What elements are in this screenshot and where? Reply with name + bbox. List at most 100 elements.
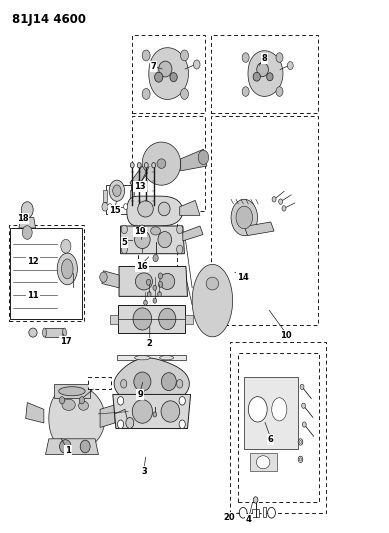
Ellipse shape bbox=[267, 73, 273, 80]
Circle shape bbox=[179, 420, 185, 429]
Ellipse shape bbox=[134, 372, 151, 391]
Ellipse shape bbox=[256, 456, 270, 469]
Circle shape bbox=[139, 233, 145, 240]
Polygon shape bbox=[117, 355, 186, 360]
Circle shape bbox=[298, 456, 303, 463]
Ellipse shape bbox=[29, 328, 37, 337]
Text: 4: 4 bbox=[246, 515, 252, 524]
Bar bbox=[250, 453, 277, 471]
Circle shape bbox=[236, 206, 252, 229]
Circle shape bbox=[102, 203, 108, 211]
Text: 1: 1 bbox=[65, 446, 71, 455]
Ellipse shape bbox=[138, 201, 153, 217]
Ellipse shape bbox=[272, 398, 287, 421]
Circle shape bbox=[79, 397, 84, 404]
Bar bbox=[130, 190, 135, 201]
Text: 11: 11 bbox=[27, 292, 39, 300]
Ellipse shape bbox=[151, 227, 161, 235]
Text: 17: 17 bbox=[60, 337, 72, 345]
Polygon shape bbox=[114, 358, 189, 410]
Circle shape bbox=[282, 206, 286, 211]
Ellipse shape bbox=[154, 72, 163, 82]
Circle shape bbox=[298, 439, 303, 445]
Polygon shape bbox=[149, 47, 188, 100]
Polygon shape bbox=[142, 142, 180, 185]
Polygon shape bbox=[192, 264, 233, 337]
Ellipse shape bbox=[135, 273, 152, 290]
Ellipse shape bbox=[206, 277, 219, 290]
Ellipse shape bbox=[80, 440, 90, 453]
Bar bbox=[230, 342, 326, 513]
Text: 14: 14 bbox=[237, 273, 249, 281]
Circle shape bbox=[287, 62, 293, 70]
Circle shape bbox=[144, 163, 148, 168]
Circle shape bbox=[22, 226, 32, 239]
Text: 3: 3 bbox=[141, 467, 147, 476]
Bar bbox=[211, 116, 318, 325]
Bar bbox=[252, 509, 259, 517]
Circle shape bbox=[121, 245, 128, 254]
Ellipse shape bbox=[79, 401, 88, 410]
Circle shape bbox=[153, 285, 157, 290]
Ellipse shape bbox=[133, 308, 152, 330]
Ellipse shape bbox=[248, 397, 267, 422]
Circle shape bbox=[100, 272, 107, 282]
Ellipse shape bbox=[160, 273, 175, 289]
Ellipse shape bbox=[59, 387, 85, 395]
Bar bbox=[103, 190, 107, 201]
Polygon shape bbox=[127, 196, 183, 226]
Circle shape bbox=[253, 497, 258, 503]
Circle shape bbox=[198, 150, 209, 165]
Text: 12: 12 bbox=[27, 257, 39, 265]
Polygon shape bbox=[100, 405, 115, 427]
Text: 2: 2 bbox=[147, 340, 153, 348]
Polygon shape bbox=[121, 226, 184, 254]
Bar bbox=[138, 213, 177, 277]
Text: 81J14 4600: 81J14 4600 bbox=[12, 13, 86, 26]
Circle shape bbox=[153, 254, 158, 262]
Circle shape bbox=[300, 384, 304, 390]
Circle shape bbox=[152, 163, 156, 168]
Bar bbox=[238, 353, 319, 502]
Text: 18: 18 bbox=[17, 214, 28, 223]
Ellipse shape bbox=[42, 328, 47, 337]
Text: 19: 19 bbox=[134, 228, 146, 236]
Polygon shape bbox=[49, 385, 105, 451]
Circle shape bbox=[193, 60, 200, 69]
Circle shape bbox=[231, 199, 258, 236]
Bar bbox=[10, 228, 82, 319]
Polygon shape bbox=[119, 266, 187, 296]
Bar bbox=[132, 35, 205, 113]
Bar bbox=[263, 507, 266, 517]
Circle shape bbox=[153, 298, 157, 303]
Circle shape bbox=[60, 397, 65, 404]
Circle shape bbox=[301, 403, 305, 408]
Circle shape bbox=[144, 300, 147, 305]
Circle shape bbox=[138, 225, 145, 234]
Circle shape bbox=[117, 420, 124, 429]
Circle shape bbox=[180, 88, 188, 99]
Text: 9: 9 bbox=[137, 390, 143, 399]
Circle shape bbox=[177, 245, 183, 254]
Polygon shape bbox=[248, 51, 283, 96]
Circle shape bbox=[61, 239, 71, 253]
Bar bbox=[54, 384, 90, 398]
Ellipse shape bbox=[62, 328, 67, 337]
Ellipse shape bbox=[170, 72, 177, 82]
Bar bbox=[9, 225, 84, 321]
Polygon shape bbox=[113, 394, 191, 429]
Circle shape bbox=[272, 197, 276, 202]
Circle shape bbox=[268, 507, 275, 518]
Circle shape bbox=[117, 397, 124, 405]
Ellipse shape bbox=[158, 202, 170, 216]
Text: 5: 5 bbox=[121, 238, 128, 247]
Text: 8: 8 bbox=[262, 54, 267, 63]
Bar bbox=[244, 377, 298, 449]
Circle shape bbox=[142, 88, 150, 99]
Bar bbox=[45, 328, 65, 337]
Text: 20: 20 bbox=[224, 513, 235, 521]
Bar bbox=[106, 185, 131, 214]
Circle shape bbox=[299, 440, 301, 443]
Ellipse shape bbox=[257, 62, 268, 77]
Ellipse shape bbox=[135, 231, 150, 248]
